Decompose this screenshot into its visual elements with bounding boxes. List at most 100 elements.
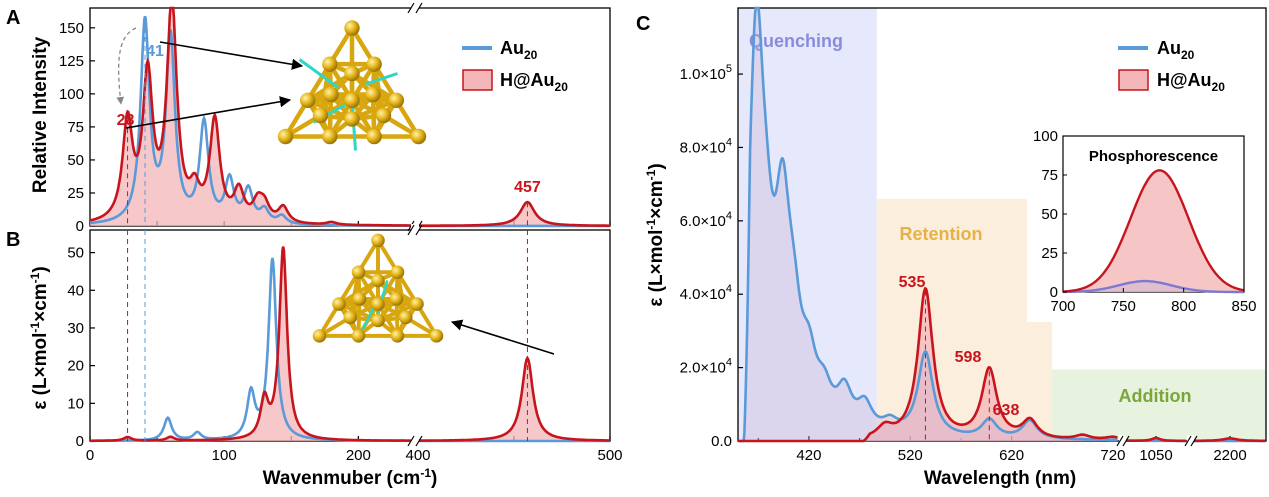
- axis-break-mark: [1190, 435, 1198, 447]
- region-retention: [876, 198, 1053, 441]
- axis-break-mark: [407, 2, 415, 14]
- y-tick-label: 30: [67, 320, 84, 337]
- inset-hau20-line: [1063, 169, 1245, 293]
- inset-y-tick-label: 75: [1041, 167, 1058, 184]
- hau20-line: [418, 200, 610, 227]
- peak-label-41: 41: [146, 43, 164, 60]
- phosphorescence-inset: 0 25 50 75 100 700 750 800 850 Phosphorescence: [1027, 126, 1257, 322]
- y-tick-label: 25: [67, 185, 84, 202]
- gold-atom: [322, 56, 338, 72]
- inset-y-tick-label: 25: [1041, 245, 1058, 262]
- vibration-arrow: [361, 304, 377, 331]
- hau20-line: [90, 246, 412, 443]
- region-quenching: [738, 8, 877, 441]
- y-tick-label: 0: [76, 433, 84, 450]
- gold-atom: [410, 297, 424, 311]
- panel-a-plot: 0 25 50 75 100 125 150 41 28 457: [59, 2, 611, 235]
- inset-x-tick-label: 850: [1231, 298, 1256, 315]
- y-tick-label: 125: [59, 53, 84, 70]
- y-tick-label: 1.0×105: [680, 63, 732, 83]
- inset-x-tick-label: 800: [1171, 298, 1196, 315]
- arrow-41-to-cluster: [159, 41, 304, 70]
- gold-atom: [351, 329, 366, 343]
- au20-line: [90, 257, 412, 442]
- y-tick-label: 6.0×104: [680, 210, 732, 230]
- hau20-area: [90, 8, 412, 226]
- axis-break-mask: [411, 435, 419, 447]
- axis-break-mask: [411, 2, 419, 14]
- panel-label-b: B: [6, 229, 20, 251]
- y-tick-label: 150: [59, 20, 84, 37]
- x-tick-label: 720: [1100, 447, 1125, 464]
- panel-label-a: A: [6, 7, 20, 29]
- hau20-line: [89, 6, 412, 227]
- hau20-line: [418, 355, 610, 442]
- gold-atom: [371, 233, 385, 248]
- gold-atom: [389, 292, 404, 306]
- gold-atom: [390, 329, 405, 343]
- y-tick-label: 0.0: [711, 433, 732, 450]
- y-tick-label: 100: [59, 86, 84, 103]
- region-label-quenching: Quenching: [749, 31, 843, 51]
- peak-label-638: 638: [993, 402, 1020, 419]
- peak-label-535: 535: [899, 274, 926, 291]
- inset-y-tick-label: 50: [1041, 206, 1058, 223]
- y-tick-label: 8.0×104: [680, 136, 732, 156]
- gold-atom: [371, 273, 385, 288]
- x-tick-label: 0: [86, 447, 94, 464]
- x-tick-label: 420: [796, 447, 821, 464]
- legend-c: Au20 H@Au20: [1118, 38, 1225, 94]
- arrow-28-to-cluster: [125, 96, 292, 129]
- y-tick-label: 10: [67, 395, 84, 412]
- gold-atom: [371, 313, 385, 328]
- hau20-line: [738, 286, 1266, 443]
- y-tick-label: 2.0×104: [680, 357, 732, 377]
- x-tick-label: 1050: [1139, 447, 1172, 464]
- gold-atom: [332, 297, 346, 311]
- legend-a-hau20-swatch: [462, 69, 493, 91]
- gold-atom: [365, 86, 381, 103]
- axis-break-mask: [1119, 435, 1126, 447]
- legend-c-hau20-label: H@Au20: [1157, 70, 1225, 94]
- region-label-addition: Addition: [1119, 386, 1192, 406]
- axis-break-mark: [407, 435, 415, 447]
- y-tick-label: 4.0×104: [680, 283, 732, 303]
- gold-atom: [312, 329, 327, 343]
- y-tick-label: 50: [67, 245, 84, 262]
- x-tick-label: 2200: [1213, 447, 1246, 464]
- gold-atom: [351, 265, 366, 280]
- y-tick-label: 50: [67, 152, 84, 169]
- panel-b-ylabel: ε (L×mol-1×cm-1): [28, 266, 51, 409]
- hau20-area: [418, 358, 610, 441]
- hau20-area: [418, 202, 610, 226]
- gold-atom: [277, 128, 294, 145]
- vibration-arrow: [365, 72, 398, 86]
- gold-atom: [344, 92, 360, 109]
- inset-x-tick-label: 700: [1050, 298, 1075, 315]
- axis-break-mark: [415, 224, 423, 236]
- y-tick-label: 75: [67, 119, 84, 136]
- legend-a: Au20 H@Au20: [462, 38, 568, 94]
- legend-a-au20-label: Au20: [500, 38, 538, 62]
- axis-break-mark: [1122, 435, 1130, 447]
- axis-break-mark: [415, 435, 423, 447]
- x-tick-label: 100: [212, 447, 237, 464]
- gold-atom: [352, 292, 367, 306]
- axis-break-mark: [1184, 435, 1192, 447]
- inset-y-tick-label: 100: [1033, 128, 1058, 145]
- inset-y-tick-label: 0: [1050, 284, 1058, 301]
- gold-atom: [322, 128, 338, 145]
- peak-label-457: 457: [514, 179, 541, 196]
- legend-c-hau20-swatch: [1118, 69, 1149, 91]
- panel-label-c: C: [636, 13, 650, 35]
- inset-x-tick-label: 750: [1111, 298, 1136, 315]
- x-tick-label: 200: [346, 447, 371, 464]
- panel-b-xlabel: Wavenmuber (cm-1): [263, 466, 438, 489]
- gold-atom: [344, 111, 360, 127]
- panel-c-xlabel: Wavelength (nm): [924, 468, 1076, 489]
- y-tick-label: 20: [67, 358, 84, 375]
- arrow-457-to-cluster: [450, 319, 555, 355]
- y-tick-label: 0: [76, 218, 84, 235]
